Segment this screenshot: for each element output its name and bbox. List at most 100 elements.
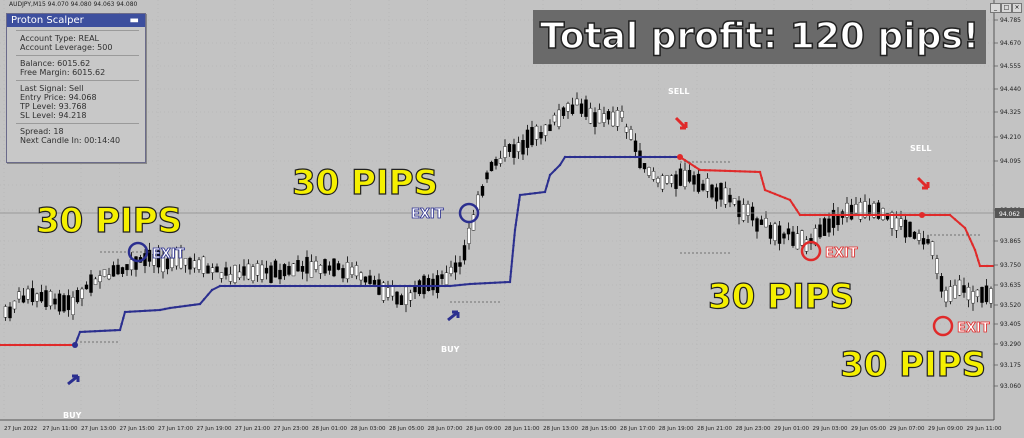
trend-dot bbox=[298, 284, 302, 288]
trend-dot bbox=[908, 213, 912, 217]
trend-dot bbox=[598, 155, 602, 159]
bull-candle bbox=[174, 249, 179, 267]
trend-dot bbox=[118, 328, 122, 332]
trend-dot bbox=[718, 169, 722, 172]
bear-candle bbox=[134, 256, 138, 270]
bull-candle bbox=[611, 111, 615, 127]
trend-dot bbox=[768, 190, 772, 194]
trend-dot bbox=[183, 304, 187, 308]
bear-candle bbox=[606, 111, 611, 120]
bull-candle bbox=[975, 289, 980, 297]
bear-candle bbox=[89, 274, 93, 293]
bear-candle bbox=[696, 173, 701, 192]
bull-candle bbox=[444, 272, 449, 286]
bear-candle bbox=[273, 260, 278, 278]
exit-circle-icon bbox=[458, 202, 480, 224]
trend-dot bbox=[773, 192, 777, 196]
trend-dot bbox=[202, 298, 206, 301]
bear-candle bbox=[462, 245, 467, 261]
trend-dot bbox=[358, 284, 362, 288]
next-candle-timer: Next Candle In: 00:14:40 bbox=[20, 136, 121, 145]
bear-candle bbox=[165, 258, 170, 270]
trend-dot bbox=[198, 302, 202, 306]
bear-candle bbox=[692, 175, 696, 185]
bull-candle bbox=[314, 260, 318, 270]
entry-price: Entry Price: 94.068 bbox=[20, 93, 97, 102]
bear-candle bbox=[548, 124, 552, 132]
trend-dot bbox=[568, 155, 572, 159]
trend-dot bbox=[748, 170, 752, 173]
bear-candle bbox=[939, 276, 944, 292]
time-tick-label: 28 Jun 05:00 bbox=[389, 426, 424, 432]
bear-candle bbox=[53, 298, 57, 305]
panel-title-bar[interactable]: Proton Scalper ▬ bbox=[7, 14, 145, 27]
trend-dot bbox=[478, 282, 482, 285]
trend-dot bbox=[510, 265, 513, 268]
time-tick-label: 28 Jun 13:00 bbox=[543, 426, 578, 432]
bear-candle bbox=[341, 268, 345, 279]
bear-candle bbox=[188, 257, 192, 270]
trend-dot bbox=[738, 170, 742, 173]
trend-dot bbox=[763, 188, 767, 192]
trend-dot bbox=[343, 284, 347, 288]
bull-candle bbox=[732, 198, 737, 205]
bear-candle bbox=[561, 107, 566, 116]
bull-candle bbox=[669, 175, 674, 184]
trend-dot bbox=[663, 155, 667, 159]
price-tick-label: 94.210 bbox=[1000, 134, 1021, 141]
price-tick-label: 93.175 bbox=[1000, 362, 1021, 369]
bull-candle bbox=[773, 223, 777, 241]
bull-candle bbox=[953, 285, 957, 299]
trend-dot bbox=[303, 284, 307, 288]
window-maximize-button[interactable]: □ bbox=[1001, 3, 1012, 13]
bear-candle bbox=[336, 263, 341, 270]
trend-dot bbox=[633, 155, 637, 159]
bear-candle bbox=[786, 228, 791, 235]
price-tick-label: 93.405 bbox=[1000, 321, 1021, 328]
trend-dot bbox=[898, 213, 902, 217]
time-tick-label: 29 Jun 03:00 bbox=[813, 426, 848, 432]
bull-candle bbox=[107, 274, 111, 280]
trend-dot bbox=[273, 284, 277, 288]
trend-dots bbox=[0, 154, 989, 348]
price-tick-label: 94.670 bbox=[1000, 40, 1021, 47]
price-tick-label: 93.060 bbox=[1000, 383, 1021, 390]
trend-dot bbox=[743, 170, 747, 173]
trend-dot bbox=[878, 213, 882, 217]
bull-candle bbox=[183, 258, 188, 266]
time-tick-label: 29 Jun 11:00 bbox=[967, 426, 1002, 432]
trend-dot bbox=[673, 155, 677, 159]
window-minimize-button[interactable]: _ bbox=[990, 3, 1001, 13]
bear-candle bbox=[485, 172, 489, 180]
bull-candle bbox=[795, 233, 800, 250]
trend-dot bbox=[58, 343, 62, 347]
bull-candle bbox=[246, 263, 251, 280]
time-tick-label: 28 Jun 19:00 bbox=[659, 426, 694, 432]
bull-candle bbox=[854, 204, 858, 214]
panel-minimize-button[interactable]: ▬ bbox=[129, 15, 139, 26]
trend-dot bbox=[188, 304, 192, 307]
time-tick-label: 28 Jun 03:00 bbox=[351, 426, 386, 432]
trend-dot bbox=[93, 330, 97, 333]
trend-dot bbox=[153, 309, 157, 312]
bull-candle bbox=[552, 114, 557, 123]
window-close-button[interactable]: × bbox=[1012, 3, 1022, 13]
trend-dot bbox=[792, 203, 795, 207]
trend-dot bbox=[760, 176, 763, 180]
trend-dot bbox=[453, 284, 457, 287]
time-tick-label: 27 Jun 21:00 bbox=[235, 426, 270, 432]
trend-dot bbox=[578, 155, 582, 159]
trend-dot bbox=[18, 343, 22, 347]
trend-dot bbox=[123, 310, 127, 314]
bull-candle bbox=[255, 263, 260, 276]
trend-dot bbox=[795, 208, 798, 212]
trend-dot bbox=[148, 309, 152, 312]
trend-dot bbox=[98, 329, 102, 333]
bull-candle bbox=[3, 306, 8, 318]
trend-dot bbox=[603, 155, 607, 159]
bull-candle bbox=[12, 300, 17, 310]
trend-dot bbox=[966, 232, 969, 235]
trend-dot bbox=[383, 284, 387, 288]
bear-candle bbox=[710, 184, 714, 198]
